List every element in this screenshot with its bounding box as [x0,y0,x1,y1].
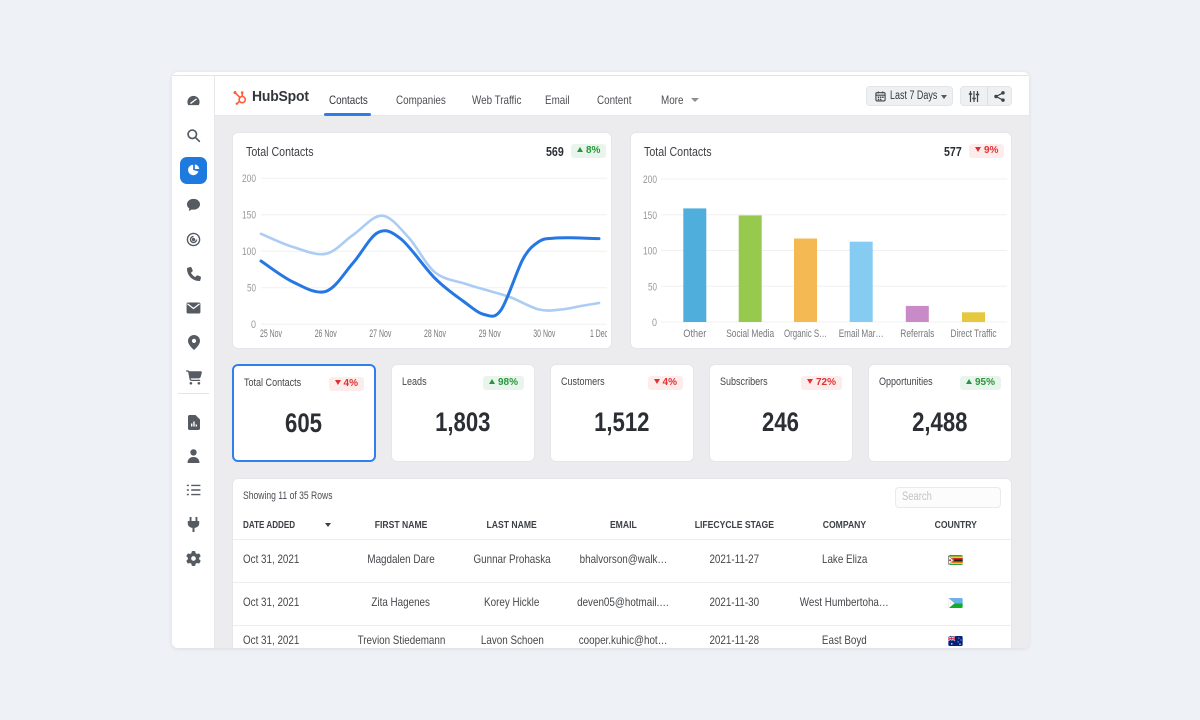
svg-text:Referrals: Referrals [900,328,934,340]
svg-text:26 Nov: 26 Nov [315,328,337,340]
svg-text:50: 50 [247,283,256,295]
svg-text:150: 150 [242,210,256,222]
svg-text:200: 200 [242,173,256,185]
svg-text:0: 0 [251,319,256,331]
svg-text:1 Dec: 1 Dec [590,328,607,340]
svg-text:Social Media: Social Media [726,328,775,340]
svg-text:29 Nov: 29 Nov [479,328,501,340]
svg-text:0: 0 [652,317,657,329]
svg-text:30 Nov: 30 Nov [533,328,555,340]
svg-text:100: 100 [242,246,256,258]
svg-text:27 Nov: 27 Nov [369,328,391,340]
svg-text:Email Mar…: Email Mar… [839,328,884,340]
svg-text:Organic S…: Organic S… [784,328,827,340]
svg-text:150: 150 [643,210,657,222]
svg-text:Direct Traffic: Direct Traffic [951,328,997,340]
svg-text:50: 50 [648,281,657,293]
svg-text:100: 100 [643,246,657,258]
svg-text:Other: Other [683,328,706,340]
svg-text:28 Nov: 28 Nov [424,328,446,340]
svg-text:25 Nov: 25 Nov [260,328,282,340]
svg-text:200: 200 [643,174,657,186]
